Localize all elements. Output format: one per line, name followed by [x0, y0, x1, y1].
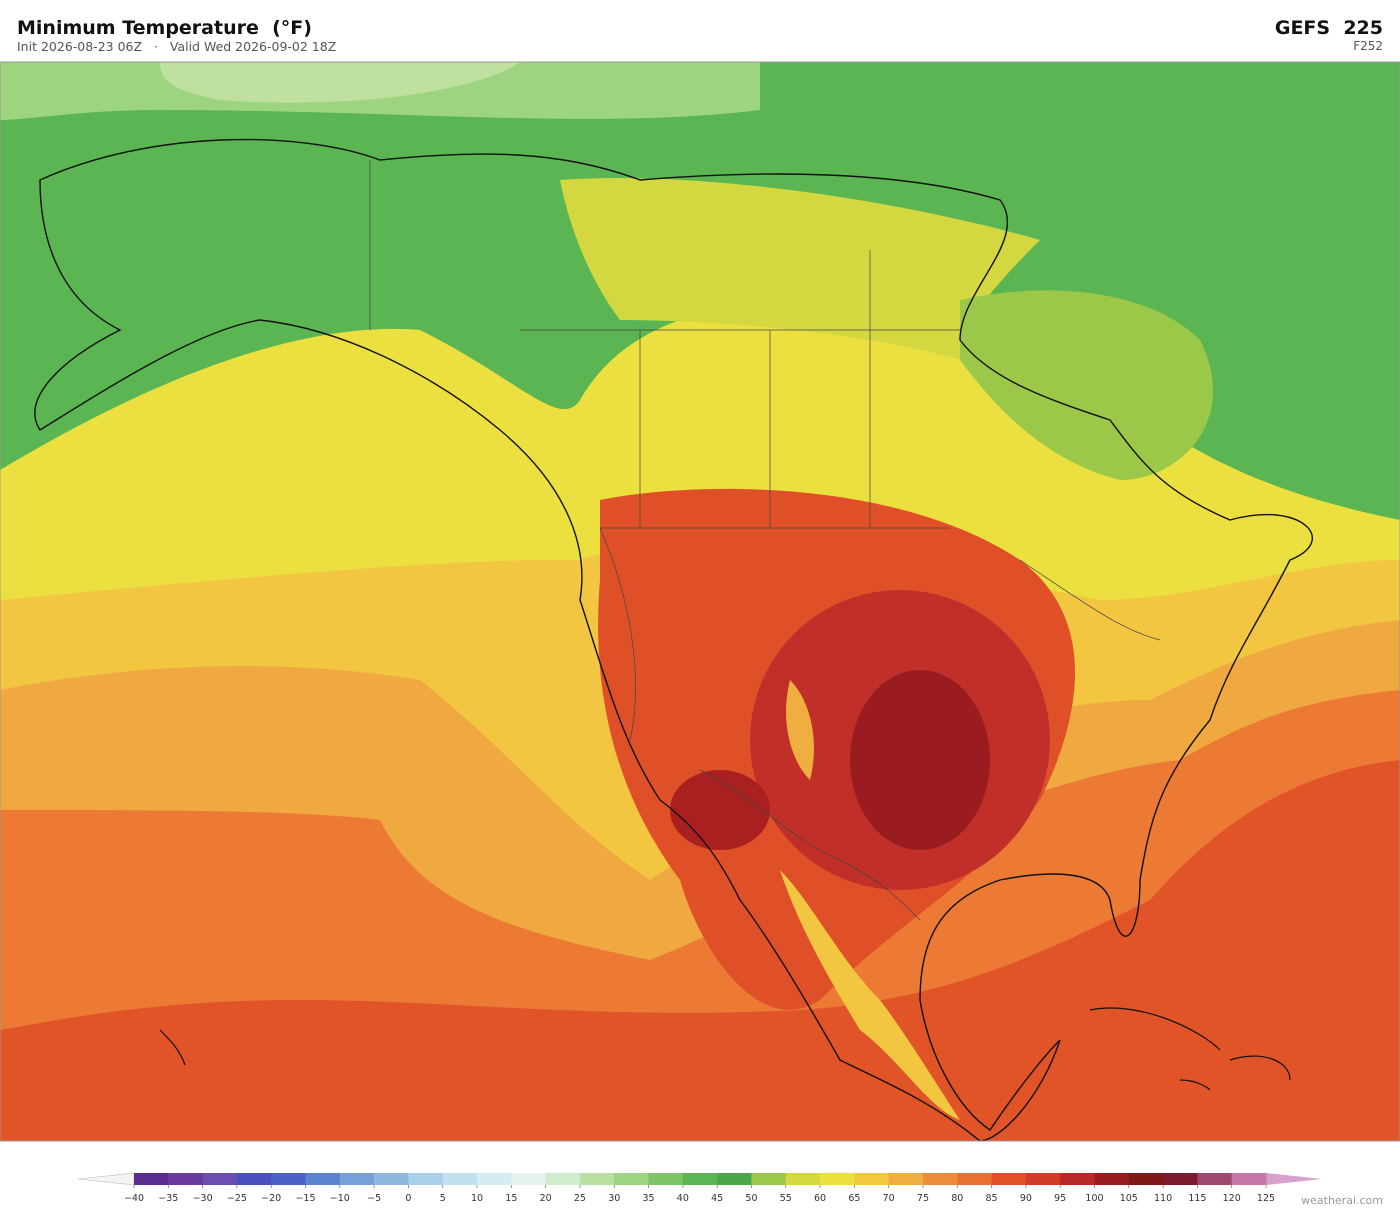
colorbar-tick-label: 85 — [986, 1193, 998, 1204]
colorbar-bin — [717, 1173, 752, 1185]
colorbar-tick-label: 65 — [848, 1193, 860, 1204]
forecast-hour: F252 — [1353, 39, 1383, 53]
border — [369, 160, 1161, 921]
colorbar-bin — [339, 1173, 375, 1185]
colorbar-tick-label: 90 — [1020, 1193, 1032, 1204]
colorbar-bin — [1231, 1173, 1267, 1185]
islands — [159, 1007, 1291, 1091]
map-subtitle: Init 2026-08-23 06Z · Valid Wed 2026-09-… — [17, 39, 336, 54]
field — [786, 680, 814, 780]
colorbar-tick-label: −10 — [330, 1193, 350, 1204]
colorbar-bin — [134, 1173, 169, 1185]
field — [670, 770, 770, 850]
colorbar-tick-label: 95 — [1054, 1193, 1066, 1204]
colorbar-bin — [682, 1173, 718, 1185]
colorbar-bin — [305, 1173, 341, 1185]
colorbar-bin — [785, 1173, 821, 1185]
colorbar-tick-label: −25 — [227, 1193, 247, 1204]
colorbar-bin — [1197, 1173, 1233, 1185]
colorbar-bin — [374, 1173, 409, 1185]
colorbar-bin — [477, 1173, 512, 1185]
colorbar-tick-label: 15 — [505, 1193, 517, 1204]
colorbar-tick-label: −30 — [193, 1193, 213, 1204]
colorbar-bin — [751, 1173, 787, 1185]
colorbar-tick-label: 75 — [917, 1193, 929, 1204]
field — [560, 178, 1040, 360]
colorbar-tick-label: −5 — [367, 1193, 381, 1204]
colorbar-tick-label: 120 — [1223, 1193, 1241, 1204]
colorbar-bin — [648, 1173, 684, 1185]
colorbar-bin — [1094, 1173, 1130, 1185]
colorbar-tick-label: 100 — [1085, 1193, 1103, 1204]
colorbar-tick-label: 105 — [1120, 1193, 1138, 1204]
colorbar-tick-label: 55 — [780, 1193, 792, 1204]
colorbar-bin — [614, 1173, 650, 1185]
colorbar-tick-label: 80 — [951, 1193, 963, 1204]
colorbar-bin — [545, 1173, 581, 1185]
colorbar-bin — [1128, 1173, 1164, 1185]
colorbar-bin — [820, 1173, 855, 1185]
colorbar-bin — [991, 1173, 1027, 1185]
colorbar-tick-label: 45 — [711, 1193, 723, 1204]
colorbar-tick-label: 60 — [814, 1193, 826, 1204]
colorbar-tick-label: 0 — [405, 1193, 411, 1204]
map-frame — [0, 61, 1400, 1142]
colorbar-bin — [1163, 1173, 1198, 1185]
field — [780, 870, 960, 1120]
colorbar-tick-label: 25 — [574, 1193, 586, 1204]
colorbar-tick-label: 30 — [608, 1193, 620, 1204]
colorbar-bin — [1025, 1173, 1061, 1185]
colorbar-bin — [408, 1173, 444, 1185]
field — [960, 290, 1213, 480]
colorbar-tick-label: −15 — [295, 1193, 315, 1204]
field — [160, 62, 520, 103]
colorbar-bin — [579, 1173, 615, 1185]
colorbar-bin — [922, 1173, 958, 1185]
model-name: GEFS 225 — [1275, 17, 1383, 39]
colorbar-tick-label: 5 — [440, 1193, 446, 1204]
colorbar-bin — [854, 1173, 890, 1185]
temperature-map — [0, 62, 1400, 1141]
colorbar-tick-label: 10 — [471, 1193, 483, 1204]
colorbar-bin — [1060, 1173, 1095, 1185]
colorbar-bin — [442, 1173, 478, 1185]
colorbar: −40 −35 −30 −25 −20 −15 −10 −5 0 5 10 15 20 25 30 35 40 4… — [77, 1172, 1322, 1204]
field — [850, 670, 990, 850]
colorbar-over — [1266, 1173, 1322, 1185]
colorbar-tick-label: 70 — [883, 1193, 895, 1204]
colorbar-tick-label: 125 — [1257, 1193, 1275, 1204]
colorbar-tick-label: 20 — [540, 1193, 552, 1204]
colorbar-bin — [957, 1173, 993, 1185]
colorbar-bin — [271, 1173, 307, 1185]
coastline — [34, 138, 1313, 1141]
colorbar-tick-label: 50 — [745, 1193, 757, 1204]
colorbar-tick-label: −35 — [158, 1193, 178, 1204]
colorbar-tick-label: −20 — [261, 1193, 281, 1204]
colorbar-bin — [236, 1173, 272, 1185]
colorbar-bin — [202, 1173, 238, 1185]
colorbar-tick-label: −40 — [124, 1193, 144, 1204]
colorbar-tick-label: 110 — [1154, 1193, 1172, 1204]
map-title: Minimum Temperature (°F) — [17, 17, 312, 39]
colorbar-bin — [168, 1173, 204, 1185]
colorbar-bin — [888, 1173, 924, 1185]
colorbar-tick-label: 35 — [642, 1193, 654, 1204]
credit: weatherai.com — [1301, 1194, 1383, 1207]
colorbar-tick-label: 40 — [677, 1193, 689, 1204]
colorbar-bin — [511, 1173, 547, 1185]
colorbar-tick-label: 115 — [1188, 1193, 1206, 1204]
